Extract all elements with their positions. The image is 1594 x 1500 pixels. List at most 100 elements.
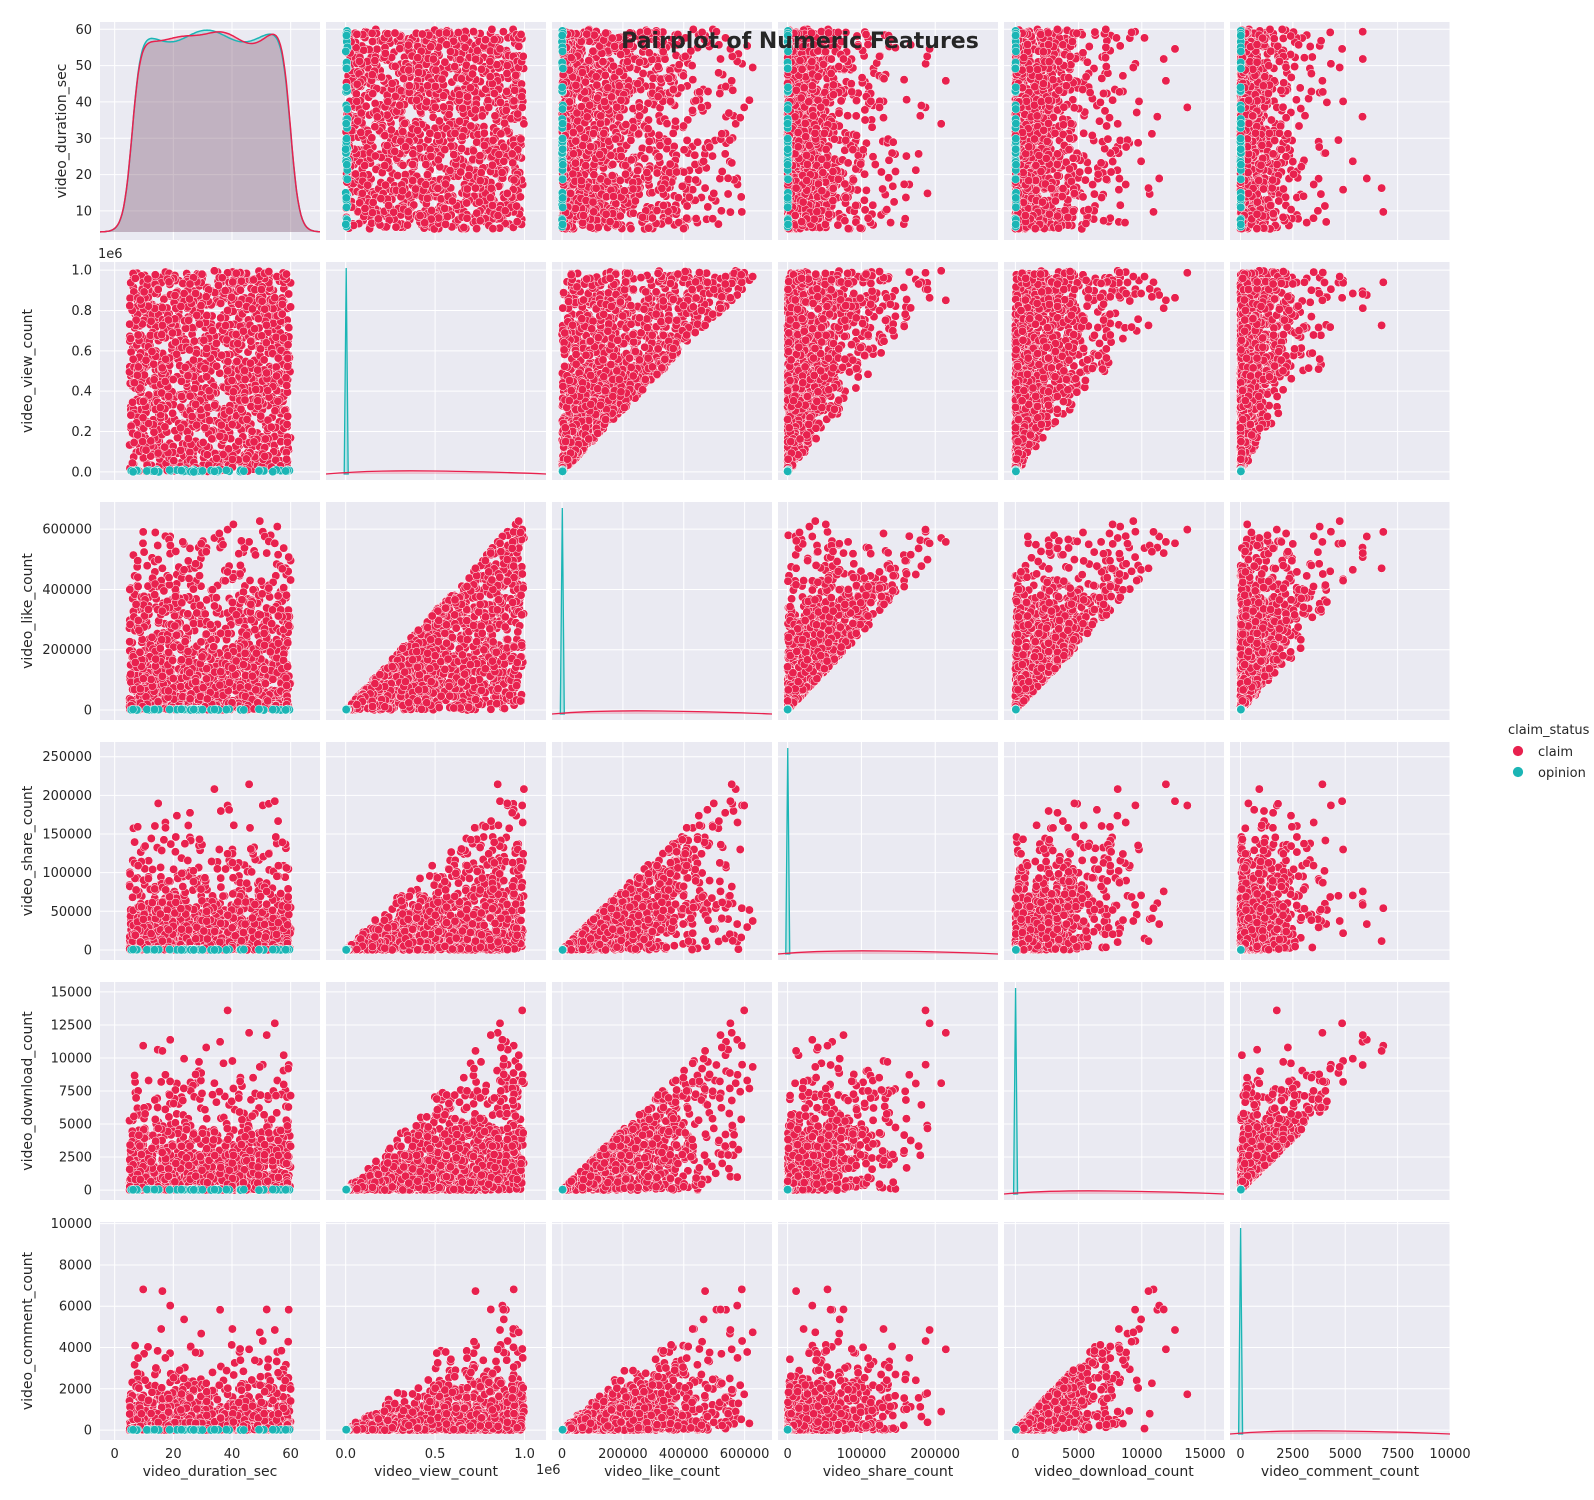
point-claim bbox=[653, 62, 663, 72]
point-opinion bbox=[342, 31, 351, 40]
point-claim bbox=[390, 146, 400, 156]
point-claim bbox=[566, 53, 576, 63]
point-claim bbox=[882, 205, 892, 215]
point-claim bbox=[914, 149, 924, 159]
point-claim bbox=[591, 183, 601, 193]
point-claim bbox=[813, 72, 823, 82]
point-claim bbox=[674, 60, 684, 70]
point-claim bbox=[387, 78, 397, 88]
point-opinion bbox=[558, 160, 568, 170]
point-claim bbox=[421, 180, 431, 190]
point-claim bbox=[516, 134, 526, 144]
point-claim bbox=[708, 214, 718, 224]
point-claim bbox=[644, 136, 654, 146]
point-claim bbox=[846, 79, 856, 89]
point-claim bbox=[643, 124, 653, 134]
point-claim bbox=[464, 171, 474, 180]
point-claim bbox=[454, 90, 464, 100]
point-claim bbox=[1112, 33, 1121, 43]
point-claim bbox=[735, 113, 745, 123]
point-claim bbox=[717, 129, 727, 139]
point-claim bbox=[599, 97, 609, 107]
point-claim bbox=[370, 99, 380, 108]
point-claim bbox=[500, 118, 509, 128]
point-claim bbox=[488, 135, 498, 145]
point-claim bbox=[606, 150, 616, 160]
point-claim bbox=[748, 63, 758, 72]
point-claim bbox=[351, 89, 361, 99]
point-claim bbox=[588, 129, 598, 138]
point-claim bbox=[647, 213, 657, 223]
point-opinion bbox=[341, 46, 351, 56]
point-claim bbox=[408, 149, 418, 159]
point-claim bbox=[484, 102, 494, 112]
point-claim bbox=[843, 224, 853, 234]
point-opinion bbox=[341, 82, 351, 92]
point-claim bbox=[513, 109, 523, 119]
point-claim bbox=[411, 184, 421, 194]
point-claim bbox=[440, 203, 450, 213]
point-claim bbox=[635, 57, 644, 67]
point-claim bbox=[360, 161, 370, 171]
point-opinion bbox=[558, 193, 568, 203]
point-claim bbox=[476, 168, 486, 178]
point-claim bbox=[498, 27, 508, 37]
point-claim bbox=[510, 85, 520, 95]
point-claim bbox=[353, 116, 363, 126]
point-claim bbox=[843, 111, 853, 121]
point-claim bbox=[376, 194, 386, 203]
point-claim bbox=[584, 56, 594, 66]
point-claim bbox=[688, 75, 698, 85]
point-claim bbox=[608, 159, 618, 169]
point-claim bbox=[615, 113, 625, 122]
point-claim bbox=[690, 150, 700, 160]
point-claim bbox=[586, 142, 596, 152]
point-claim bbox=[450, 128, 460, 138]
point-claim bbox=[849, 175, 858, 185]
point-claim bbox=[866, 96, 876, 106]
point-claim bbox=[860, 105, 870, 115]
point-claim bbox=[744, 95, 754, 105]
point-claim bbox=[582, 112, 592, 122]
point-claim bbox=[657, 183, 667, 193]
point-claim bbox=[469, 27, 478, 37]
point-claim bbox=[634, 102, 644, 112]
point-claim bbox=[691, 214, 701, 224]
point-claim bbox=[401, 142, 410, 152]
point-claim bbox=[487, 160, 497, 170]
point-claim bbox=[941, 76, 951, 86]
point-claim bbox=[891, 167, 900, 176]
point-claim bbox=[804, 97, 814, 107]
point-claim bbox=[457, 74, 466, 84]
point-claim bbox=[472, 224, 482, 234]
point-claim bbox=[501, 105, 511, 115]
point-claim bbox=[614, 67, 624, 77]
point-claim bbox=[638, 69, 648, 78]
point-claim bbox=[502, 61, 512, 71]
point-claim bbox=[588, 197, 598, 207]
point-claim bbox=[515, 192, 525, 202]
point-claim bbox=[403, 40, 413, 50]
point-claim bbox=[793, 142, 803, 152]
point-claim bbox=[703, 202, 713, 212]
point-opinion bbox=[783, 82, 793, 92]
point-claim bbox=[867, 122, 877, 132]
point-claim bbox=[460, 42, 470, 52]
point-claim bbox=[826, 54, 836, 64]
point-claim bbox=[915, 111, 925, 121]
point-claim bbox=[851, 111, 861, 121]
point-claim bbox=[619, 186, 629, 196]
point-claim bbox=[797, 64, 807, 74]
point-claim bbox=[615, 176, 625, 185]
point-claim bbox=[457, 144, 467, 153]
point-claim bbox=[357, 188, 367, 198]
point-claim bbox=[502, 188, 512, 198]
point-claim bbox=[633, 79, 643, 89]
point-claim bbox=[684, 192, 694, 202]
point-claim bbox=[444, 110, 454, 120]
point-claim bbox=[413, 125, 423, 135]
point-claim bbox=[514, 41, 524, 51]
point-claim bbox=[855, 223, 865, 233]
point-claim bbox=[679, 145, 689, 155]
point-claim bbox=[714, 68, 724, 78]
